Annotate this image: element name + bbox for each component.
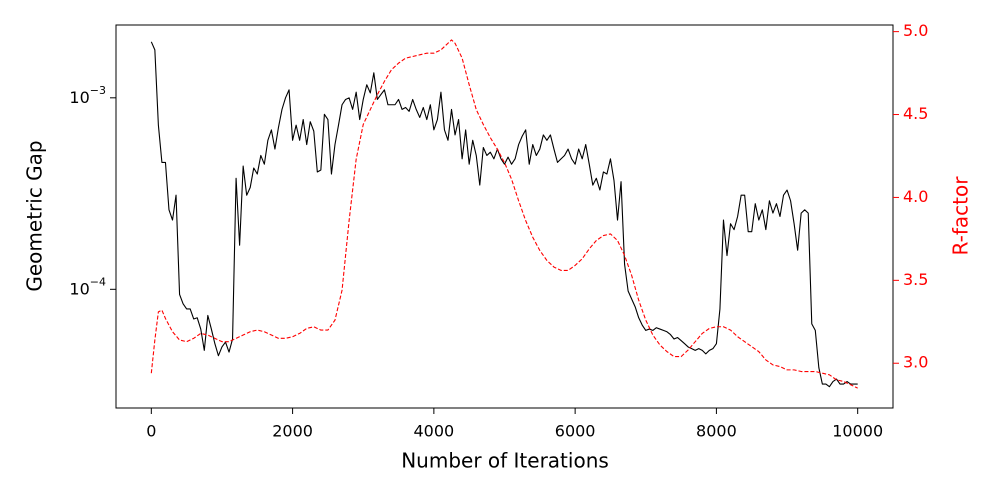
x-tick-label: 10000 [832, 422, 883, 441]
y-tick-label: 10−4 [69, 275, 106, 298]
y2-tick-label: 5.0 [903, 21, 928, 40]
x-tick-label: 4000 [414, 422, 455, 441]
y2-axis-label: R-factor [949, 176, 973, 256]
x-tick-label: 2000 [272, 422, 313, 441]
plot-frame [115, 24, 894, 409]
y-tick-label: 10−3 [69, 84, 106, 107]
y2-tick-label: 4.0 [903, 187, 928, 206]
x-tick-label: 6000 [555, 422, 596, 441]
x-tick-label: 8000 [696, 422, 737, 441]
data-line [150, 39, 858, 389]
x-tick-label: 0 [146, 422, 156, 441]
y2-tick-label: 3.0 [903, 353, 928, 372]
y2-tick-label: 4.5 [903, 104, 928, 123]
y2-tick-label: 3.5 [903, 270, 928, 289]
x-axis-label: Number of Iterations [401, 449, 609, 473]
y-axis-label: Geometric Gap [23, 140, 47, 291]
data-line [150, 41, 858, 388]
